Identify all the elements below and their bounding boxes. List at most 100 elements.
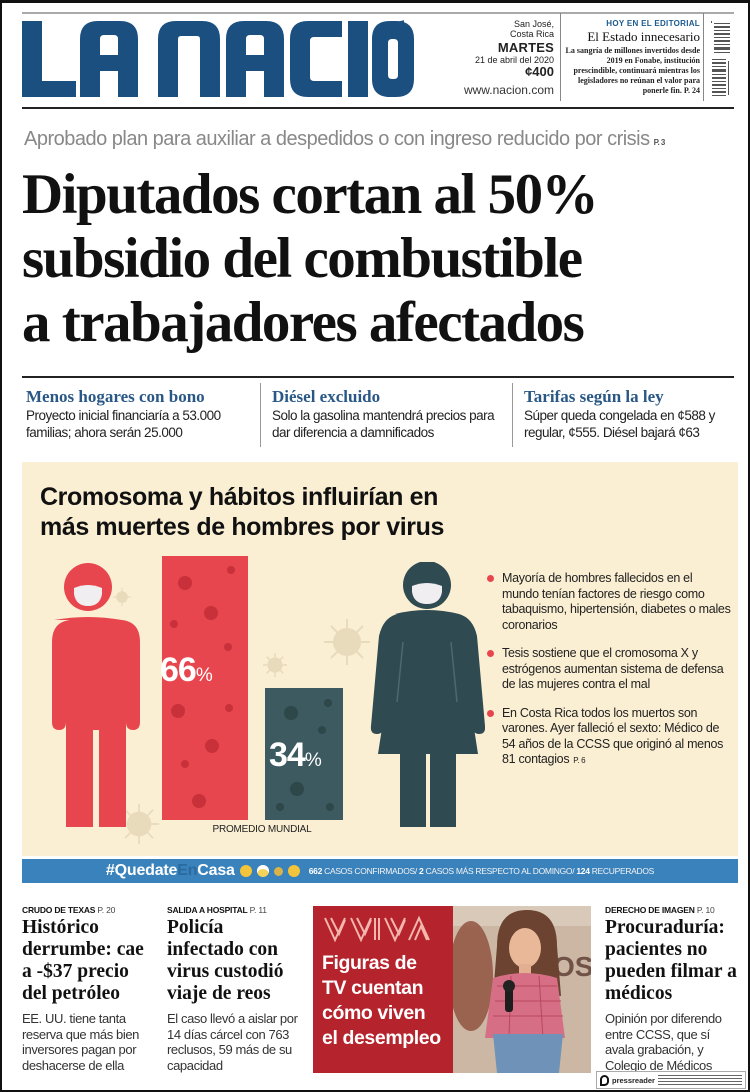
headline-rule — [22, 376, 734, 378]
subcolumn-divider — [260, 383, 261, 447]
story-kicker: DERECHO DE IMAGEN P. 10 — [605, 905, 740, 915]
editorial-teaser[interactable]: HOY EN EL EDITORIAL El Estado innecesari… — [565, 19, 700, 96]
lead-headline[interactable]: Diputados cortan al 50% subsidio del com… — [22, 163, 737, 355]
story-kicker-text: DERECHO DE IMAGEN — [605, 905, 695, 915]
story-headline: Policía infectado con virus custodió via… — [167, 917, 284, 1004]
story-policia[interactable]: SALIDA A HOSPITAL P. 11 Policía infectad… — [167, 905, 302, 1073]
viva-logo-icon — [324, 915, 430, 943]
masthead-top-rule — [22, 12, 734, 14]
confirmed-label: CASOS CONFIRMADOS/ — [324, 866, 417, 876]
story-kicker-text: CRUDO DE TEXAS — [22, 905, 96, 915]
editorial-title: El Estado innecesario — [587, 29, 700, 44]
tv-presenter-photo[interactable]: OS — [453, 906, 591, 1073]
lead-headline-line: Diputados cortan al 50% — [22, 163, 599, 226]
newspaper-logo[interactable] — [20, 17, 435, 99]
story-headline: Procuraduría: pacientes no pueden filmar… — [605, 917, 737, 1004]
viva-headline-line: el desempleo — [322, 1027, 441, 1049]
confirmed-count: 662 — [308, 866, 323, 876]
percent-sign: % — [195, 665, 213, 686]
smile-emoji-icon — [287, 865, 300, 877]
virus-icon — [324, 619, 370, 665]
story-kicker: SALIDA A HOSPITAL P. 11 — [167, 905, 302, 915]
masthead-divider — [560, 13, 561, 101]
pressreader-fine-print — [657, 1075, 742, 1085]
infographic-title-line: Cromosoma y hábitos influirían en — [40, 483, 438, 511]
subcolumn-title: Tarifas según la ley — [524, 387, 664, 406]
infographic-bullet: Tesis sostiene que el cromosoma X y estr… — [487, 646, 732, 693]
subcolumn-body: Súper queda congelada en ¢588 y regular,… — [524, 408, 715, 440]
infographic-title-line: más muertes de hombres por virus — [40, 513, 445, 541]
lead-kicker-text: Aprobado plan para auxiliar a despedidos… — [24, 128, 650, 150]
subcolumn-bono[interactable]: Menos hogares con bono Proyecto inicial … — [26, 387, 262, 441]
women-percentage: 34% — [269, 736, 322, 775]
viva-headline: Figuras de TV cuentan cómo viven el dese… — [322, 951, 452, 1051]
woman-figure-icon — [370, 562, 485, 827]
pressreader-badge[interactable]: pressreader — [596, 1071, 746, 1089]
website-link[interactable]: www.nacion.com — [463, 83, 554, 97]
viva-headline-line: cómo viven — [322, 1002, 426, 1024]
virus-pattern-icon — [170, 566, 235, 808]
masthead-divider — [703, 13, 704, 101]
bullet-page-ref: P. 6 — [573, 756, 586, 765]
viva-promo[interactable]: Figuras de TV cuentan cómo viven el dese… — [313, 906, 453, 1073]
bullet-text: En Costa Rica todos los muertos son varo… — [502, 705, 724, 767]
edition-date: 21 de abril del 2020 — [474, 55, 554, 65]
story-page-ref: P. 20 — [97, 905, 116, 915]
bullet-dot-icon — [487, 575, 494, 582]
infographic[interactable]: Cromosoma y hábitos influirían en más mu… — [22, 462, 738, 856]
subcolumn-diesel[interactable]: Diésel excluido Solo la gasolina mantend… — [272, 387, 507, 441]
la-nacion-logo-icon — [22, 20, 414, 97]
women-value: 34 — [269, 736, 306, 774]
new-count: 2 — [419, 866, 424, 876]
face-emoji-icon — [273, 866, 283, 876]
subcolumn-title: Diésel excluido — [272, 387, 381, 406]
lead-kicker[interactable]: Aprobado plan para auxiliar a despedidos… — [24, 128, 665, 151]
story-procuraduria[interactable]: DERECHO DE IMAGEN P. 10 Procuraduría: pa… — [605, 905, 740, 1073]
virus-icon — [112, 587, 132, 607]
story-page-ref: P. 11 — [249, 905, 267, 915]
infographic-bullet: Mayoría de hombres fallecidos en el mund… — [487, 571, 732, 633]
men-bar: 66% — [160, 556, 248, 820]
edition-country: Costa Rica — [509, 29, 554, 39]
virus-icon — [263, 653, 287, 677]
story-body: EE. UU. tiene tanta reserva que más bien… — [22, 1011, 140, 1073]
infographic-bullets: Mayoría de hombres fallecidos en el mund… — [487, 571, 732, 782]
lead-kicker-page: P. 3 — [653, 138, 666, 147]
story-page-ref: P. 10 — [696, 905, 715, 915]
subcolumn-title: Menos hogares con bono — [26, 387, 205, 406]
edition-price: ¢400 — [525, 64, 554, 79]
virus-icon — [118, 803, 160, 845]
covid-stats-bar[interactable]: #QuedateEnCasa 662 CASOS CONFIRMADOS/ 2 … — [22, 859, 738, 883]
editorial-kicker: HOY EN EL EDITORIAL — [606, 19, 700, 28]
recovered-count: 124 — [576, 866, 590, 876]
story-petroleo[interactable]: CRUDO DE TEXAS P. 20 Histórico derrumbe:… — [22, 905, 150, 1073]
lead-headline-line: a trabajadores afectados — [22, 291, 585, 354]
bar-caption: PROMEDIO MUNDIAL — [212, 824, 312, 835]
bullet-text: Tesis sostiene que el cromosoma X y estr… — [502, 646, 724, 691]
subcolumn-divider — [512, 383, 513, 447]
edition-info: San José, Costa Rica MARTES 21 de abril … — [442, 19, 554, 97]
infographic-title: Cromosoma y hábitos influirían en más mu… — [40, 482, 444, 542]
presenter-photo-illustration: OS — [453, 906, 591, 1073]
pressreader-logo-icon — [600, 1074, 609, 1086]
story-body: Opinión por diferendo entre CCSS, que sí… — [605, 1011, 722, 1073]
new-label: CASOS MÁS RESPECTO AL DOMINGO/ — [425, 866, 575, 876]
hashtag-part: #Quedate — [105, 862, 178, 879]
editorial-body: La sangría de millones invertidos desde … — [565, 46, 700, 95]
recovered-label: RECUPERADOS — [591, 866, 655, 876]
percent-sign: % — [304, 750, 322, 771]
virus-pattern-icon — [276, 699, 334, 811]
story-kicker: CRUDO DE TEXAS P. 20 — [22, 905, 150, 915]
women-bar: 34% — [265, 688, 343, 820]
bullet-text: Mayoría de hombres fallecidos en el mund… — [502, 571, 731, 632]
subcolumn-tarifas[interactable]: Tarifas según la ley Súper queda congela… — [524, 387, 739, 441]
edition-weekday: MARTES — [497, 40, 554, 55]
covid-stats-text: 662 CASOS CONFIRMADOS/ 2 CASOS MÁS RESPE… — [308, 866, 655, 876]
story-headline: Histórico derrumbe: cae a -$37 precio de… — [22, 917, 144, 1004]
masthead-bottom-rule — [22, 107, 734, 109]
hand-emoji-icon — [239, 865, 252, 877]
mask-emoji-icon — [256, 865, 269, 877]
pressreader-label: pressreader — [612, 1075, 655, 1085]
infographic-bullet: En Costa Rica todos los muertos son varo… — [487, 706, 732, 769]
